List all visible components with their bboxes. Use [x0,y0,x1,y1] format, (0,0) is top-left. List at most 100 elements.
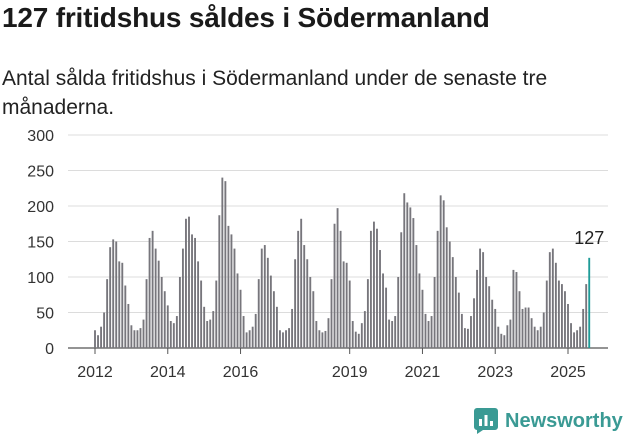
bar [412,218,415,348]
bar [306,259,309,348]
bar [260,248,263,348]
bar [121,262,124,348]
bar [354,331,357,348]
chart-subtitle: Antal sålda fritidshus i Södermanland un… [2,67,548,119]
bar [282,332,284,348]
bar [175,316,178,348]
bar [194,237,196,348]
bars [94,177,591,348]
bar [342,261,345,348]
bar [348,280,351,348]
bar [500,333,503,348]
bar [221,177,224,348]
y-tick-label: 50 [36,306,54,323]
bar [215,280,218,348]
bar [545,280,548,348]
bar [442,200,445,348]
bar [479,248,482,348]
bar [236,273,239,348]
bar [376,228,378,348]
bar [579,326,582,348]
bar [254,313,257,348]
bar [448,241,451,348]
chart-title: 127 fritidshus såldes i Södermanland [2,2,490,33]
bar [357,333,360,348]
bar [573,332,576,348]
bar [145,279,148,348]
bar [554,262,557,348]
bar [503,335,506,348]
bar [178,277,181,348]
bar [188,216,190,348]
bar [100,326,103,348]
bar [230,234,233,348]
bar [160,277,163,348]
bar [233,248,236,348]
bar [582,308,585,348]
bar [142,319,145,348]
annotations: 127 [574,228,604,248]
bar [409,207,412,348]
bar [470,316,472,348]
bar [239,289,242,348]
x-tick-label: 2019 [332,364,368,381]
bar [515,272,518,348]
bar [424,313,427,348]
bar [169,321,172,348]
bar [166,305,169,348]
bar [394,316,397,348]
bar [127,303,130,348]
bar [509,319,512,348]
bar [385,287,388,348]
bar [548,252,551,348]
bar [439,195,442,348]
bar [321,332,324,348]
bar [139,328,142,348]
bar [269,275,272,348]
bar [369,230,372,348]
bar [109,247,112,348]
bar [257,279,260,348]
bar [527,307,530,348]
bar [560,284,563,348]
bar [360,323,363,348]
bar [309,277,312,348]
bar [339,230,342,348]
bar [379,250,381,348]
bar [445,227,448,348]
bar [266,257,269,348]
bar [457,292,460,348]
bar [209,319,212,348]
bar [585,284,588,348]
bar [163,291,166,348]
x-tick-label: 2014 [150,364,186,381]
bar [242,316,245,348]
bar [421,289,424,348]
bar [151,230,154,348]
bar [133,330,136,348]
bar [427,321,430,348]
bar [333,223,336,348]
bar [345,262,348,348]
bar [576,330,579,348]
bar [485,277,488,348]
bar [303,245,306,348]
bar [300,218,303,348]
bar [567,303,569,348]
bar [382,273,384,348]
bar [288,328,290,348]
bar [467,328,469,348]
bar [524,307,527,348]
y-tick-label: 100 [27,270,54,287]
bar [315,321,318,348]
y-axis-ticks: 0 50 100 150 200 250 300 [27,128,54,358]
bar [218,215,221,348]
bar [351,321,354,348]
bar [318,330,321,348]
bar [494,308,497,348]
bar [497,326,500,348]
x-tick-label: 2012 [77,364,113,381]
bar [533,326,536,348]
bar [297,230,300,348]
bar [397,277,400,348]
